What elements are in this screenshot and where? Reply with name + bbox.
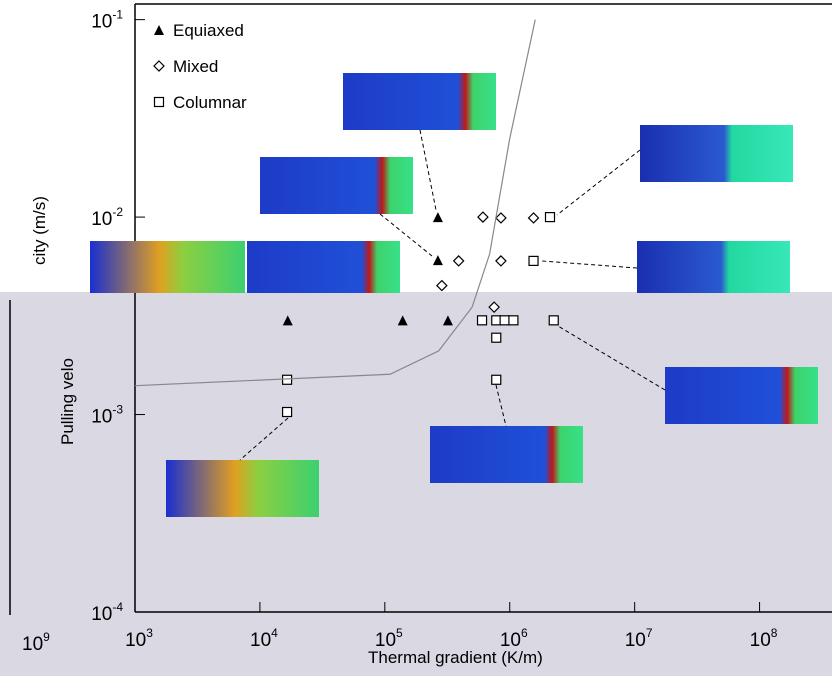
tick-base: 10 — [125, 630, 146, 651]
tick-exponent: 8 — [771, 626, 778, 640]
marker-square — [549, 316, 558, 325]
legend-label: Equiaxed — [173, 21, 244, 40]
tick-base: 10 — [750, 630, 771, 651]
tick-exponent: -1 — [112, 8, 123, 22]
legend-label: Columnar — [173, 93, 247, 112]
marker-square — [545, 213, 554, 222]
marker-square — [492, 333, 501, 342]
overlay-panel — [0, 292, 832, 676]
marker-square — [283, 408, 292, 417]
tick-label: 10-2 — [91, 205, 123, 230]
tick-base: 10 — [625, 630, 646, 651]
marker-triangle — [433, 212, 443, 222]
tick-exponent: 6 — [521, 626, 528, 640]
tick-exponent: 3 — [146, 626, 153, 640]
tick-exponent: -2 — [112, 205, 123, 219]
marker-diamond — [437, 281, 447, 291]
marker-diamond — [496, 213, 506, 223]
marker-square — [500, 316, 509, 325]
tick-base: 10 — [250, 630, 271, 651]
marker-diamond — [529, 213, 539, 223]
tick-base: 10 — [91, 604, 112, 625]
tick-exponent: 4 — [271, 626, 278, 640]
marker-square — [509, 316, 518, 325]
y-axis-title-bottom: Pulling velo — [58, 358, 77, 445]
tick-exponent: 5 — [396, 626, 403, 640]
marker-triangle — [433, 255, 443, 265]
tick-exponent: 7 — [646, 626, 653, 640]
tick-base: 10 — [91, 407, 112, 428]
marker-triangle — [154, 25, 164, 35]
marker-square — [492, 316, 501, 325]
tick-base: 10 — [91, 12, 112, 33]
tick-base: 10 — [500, 630, 521, 651]
marker-square — [283, 375, 292, 384]
marker-square — [529, 256, 538, 265]
tick-exponent: -3 — [112, 403, 123, 417]
marker-square — [478, 316, 487, 325]
marker-diamond — [154, 61, 164, 71]
tick-base: 10 — [91, 209, 112, 230]
marker-diamond — [454, 256, 464, 266]
y-axis-title-top: city (m/s) — [30, 196, 49, 265]
tick-label: 10-1 — [91, 8, 123, 33]
marker-diamond — [496, 256, 506, 266]
tick-exponent: -4 — [112, 600, 123, 614]
marker-diamond — [478, 212, 488, 222]
tick-base: 10 — [375, 630, 396, 651]
legend-label: Mixed — [173, 57, 218, 76]
chart: Thermal gradient (K/m) city (m/s) Pullin… — [0, 0, 832, 676]
marker-square — [492, 375, 501, 384]
marker-square — [155, 98, 164, 107]
